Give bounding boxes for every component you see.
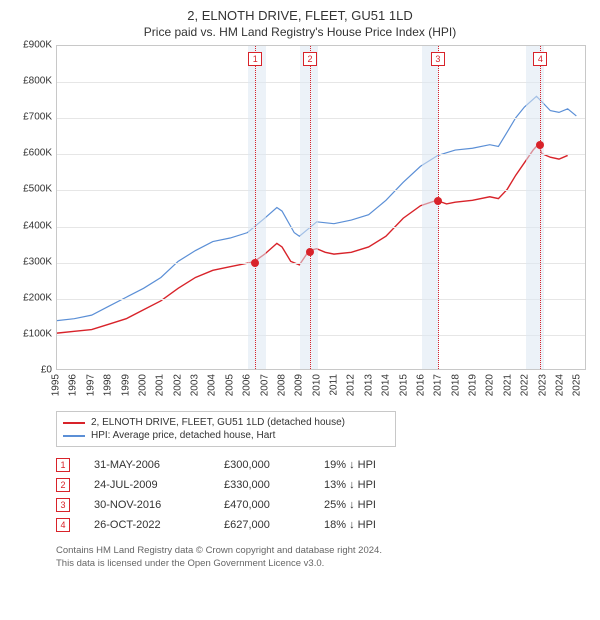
x-tick-label: 2004	[207, 374, 218, 396]
x-tick-label: 2010	[311, 374, 322, 396]
y-tick-label: £200K	[10, 292, 52, 303]
sale-num-box: 3	[56, 498, 70, 512]
sale-marker-box: 3	[431, 52, 445, 66]
sale-diff: 13% ↓ HPI	[324, 479, 556, 491]
chart-area: £0 £100K £200K £300K £400K £500K £600K £700K £80…	[10, 45, 590, 405]
sale-date: 30-NOV-2016	[94, 499, 224, 511]
footnote-line-2: This data is licensed under the Open Gov…	[56, 558, 590, 571]
x-tick-label: 2023	[537, 374, 548, 396]
sale-diff: 18% ↓ HPI	[324, 519, 556, 531]
legend: 2, ELNOTH DRIVE, FLEET, GU51 1LD (detach…	[56, 411, 396, 447]
year-band	[300, 46, 317, 369]
sale-vline	[255, 46, 256, 369]
legend-label: 2, ELNOTH DRIVE, FLEET, GU51 1LD (detach…	[91, 417, 345, 428]
gridline	[57, 263, 585, 264]
x-tick-label: 2016	[415, 374, 426, 396]
y-tick-label: £300K	[10, 256, 52, 267]
x-tick-label: 2008	[276, 374, 287, 396]
sale-row: 4 26-OCT-2022£627,00018% ↓ HPI	[56, 515, 556, 535]
sale-price: £470,000	[224, 499, 324, 511]
x-tick-label: 2000	[137, 374, 148, 396]
sale-row: 3 30-NOV-2016£470,00025% ↓ HPI	[56, 495, 556, 515]
sale-num-box: 4	[56, 518, 70, 532]
y-tick-label: £800K	[10, 76, 52, 87]
plot-area: 1 2 3 4	[56, 45, 586, 370]
x-tick-label: 2013	[363, 374, 374, 396]
x-tick-label: 2018	[450, 374, 461, 396]
x-tick-label: 1995	[51, 374, 62, 396]
x-tick-label: 1999	[120, 374, 131, 396]
legend-swatch	[63, 435, 85, 437]
legend-item: 2, ELNOTH DRIVE, FLEET, GU51 1LD (detach…	[63, 416, 389, 429]
sale-vline	[540, 46, 541, 369]
x-tick-label: 2009	[294, 374, 305, 396]
sale-num-box: 2	[56, 478, 70, 492]
gridline	[57, 335, 585, 336]
x-tick-label: 2017	[433, 374, 444, 396]
legend-item: HPI: Average price, detached house, Hart	[63, 429, 389, 442]
sale-num-box: 1	[56, 458, 70, 472]
sale-vline	[438, 46, 439, 369]
sale-price: £330,000	[224, 479, 324, 491]
legend-swatch	[63, 422, 85, 424]
sale-diff: 19% ↓ HPI	[324, 459, 556, 471]
sale-marker-box: 1	[248, 52, 262, 66]
gridline	[57, 299, 585, 300]
sale-vline	[310, 46, 311, 369]
y-tick-label: £600K	[10, 148, 52, 159]
x-tick-label: 2014	[381, 374, 392, 396]
x-tick-label: 1998	[103, 374, 114, 396]
sale-date: 31-MAY-2006	[94, 459, 224, 471]
gridline	[57, 227, 585, 228]
gridline	[57, 190, 585, 191]
sales-table: 1 31-MAY-2006£300,00019% ↓ HPI 2 24-JUL-200…	[56, 455, 556, 535]
x-tick-label: 2006	[242, 374, 253, 396]
x-tick-label: 2022	[520, 374, 531, 396]
sale-diff: 25% ↓ HPI	[324, 499, 556, 511]
x-tick-label: 2025	[572, 374, 583, 396]
sale-date: 26-OCT-2022	[94, 519, 224, 531]
footnote: Contains HM Land Registry data © Crown c…	[56, 545, 590, 571]
sale-dot	[434, 197, 442, 205]
year-band	[422, 46, 439, 369]
sale-dot	[306, 248, 314, 256]
x-tick-label: 2007	[259, 374, 270, 396]
x-tick-label: 2001	[155, 374, 166, 396]
x-tick-label: 2011	[329, 374, 340, 396]
x-tick-label: 2015	[398, 374, 409, 396]
sale-marker-box: 4	[533, 52, 547, 66]
y-tick-label: £900K	[10, 40, 52, 51]
x-tick-label: 1996	[68, 374, 79, 396]
sale-dot	[251, 259, 259, 267]
year-band	[248, 46, 265, 369]
sale-price: £300,000	[224, 459, 324, 471]
x-tick-label: 2003	[190, 374, 201, 396]
sale-row: 2 24-JUL-2009£330,00013% ↓ HPI	[56, 475, 556, 495]
sale-marker-box: 2	[303, 52, 317, 66]
y-tick-label: £500K	[10, 184, 52, 195]
x-tick-label: 2020	[485, 374, 496, 396]
gridline	[57, 82, 585, 83]
gridline	[57, 118, 585, 119]
y-tick-label: £0	[10, 365, 52, 376]
footnote-line-1: Contains HM Land Registry data © Crown c…	[56, 545, 590, 558]
x-tick-label: 2005	[224, 374, 235, 396]
sale-dot	[536, 141, 544, 149]
sale-row: 1 31-MAY-2006£300,00019% ↓ HPI	[56, 455, 556, 475]
x-tick-label: 2012	[346, 374, 357, 396]
x-tick-label: 2024	[554, 374, 565, 396]
y-tick-label: £100K	[10, 328, 52, 339]
x-tick-label: 2002	[172, 374, 183, 396]
x-tick-label: 1997	[85, 374, 96, 396]
x-tick-label: 2021	[502, 374, 513, 396]
sale-date: 24-JUL-2009	[94, 479, 224, 491]
chart-title: 2, ELNOTH DRIVE, FLEET, GU51 1LD	[10, 8, 590, 23]
x-tick-label: 2019	[468, 374, 479, 396]
chart-subtitle: Price paid vs. HM Land Registry's House …	[10, 25, 590, 39]
y-tick-label: £700K	[10, 112, 52, 123]
gridline	[57, 154, 585, 155]
y-tick-label: £400K	[10, 220, 52, 231]
legend-label: HPI: Average price, detached house, Hart	[91, 430, 275, 441]
sale-price: £627,000	[224, 519, 324, 531]
